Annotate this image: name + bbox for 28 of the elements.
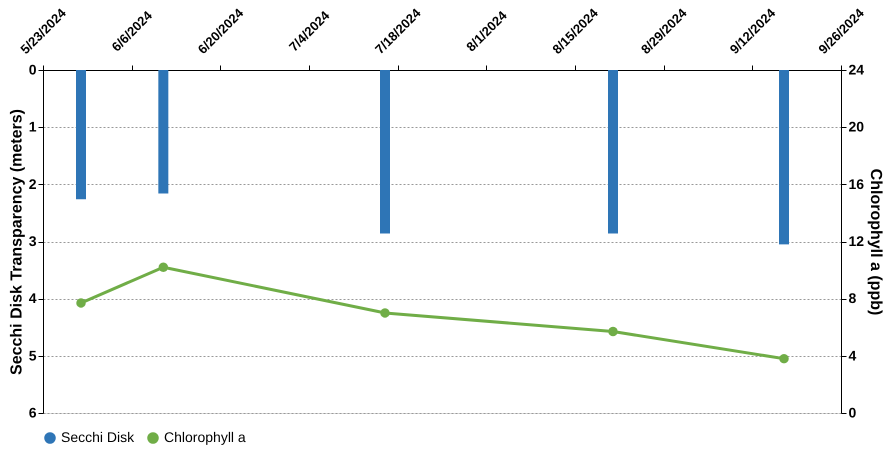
point [380,308,390,318]
legend-label: Chlorophyll a [164,429,246,445]
bar [779,70,789,244]
y2-axis-title: Chlorophyll a (ppb) [867,168,884,316]
y2-tick-label: 24 [848,62,864,78]
y2-tick-label: 16 [848,176,864,192]
y-tick-label: 5 [28,347,37,364]
y2-tick-label: 4 [848,347,856,364]
y-tick-label: 1 [28,118,37,135]
y2-tick-label: 12 [848,233,864,249]
y-tick-label: 3 [28,233,37,249]
y-axis-title: Secchi Disk Transparency (meters) [8,109,26,375]
y-tick-label: 6 [28,404,37,420]
y-tick-label: 0 [28,62,37,78]
y2-tick-label: 0 [848,404,856,420]
bar [608,70,618,234]
bar [380,70,390,234]
y-tick-label: 2 [28,176,37,192]
y2-tick-label: 20 [848,118,864,135]
y2-tick-label: 8 [848,290,856,306]
point [158,262,168,272]
point [779,354,789,364]
y-tick-label: 4 [28,290,37,306]
point [608,326,618,336]
bar [158,70,168,194]
bar [76,70,86,200]
point [76,298,86,308]
legend-label: Secchi Disk [61,429,136,445]
